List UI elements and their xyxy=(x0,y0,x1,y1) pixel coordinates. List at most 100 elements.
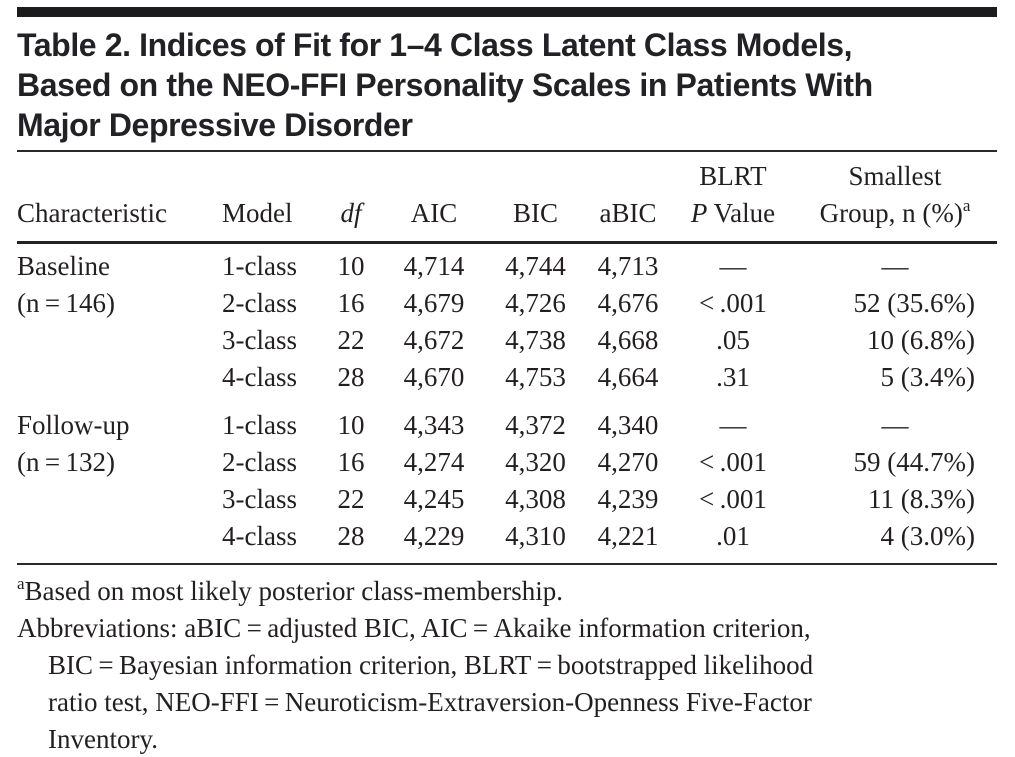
cell-model: 3-class xyxy=(222,325,297,355)
cell-aic: 4,229 xyxy=(403,521,465,551)
cell-bic: 4,726 xyxy=(505,288,566,318)
header-p-value: P Value xyxy=(673,195,793,244)
cell-smallest-group: 5 (3.4%) xyxy=(880,362,975,392)
cell-p-value: .01 xyxy=(716,521,750,551)
footnote-text: Based on most likely posterior class-mem… xyxy=(24,576,563,606)
table-row: (n = 146) 2-class 16 4,679 4,726 4,676 <… xyxy=(17,285,997,322)
header-abic: aBIC xyxy=(583,195,673,244)
cell-smallest-group: — xyxy=(881,410,909,440)
top-rule-bar xyxy=(17,7,997,17)
cell-characteristic xyxy=(17,518,222,564)
header-spacer xyxy=(380,152,488,195)
p-symbol: P xyxy=(690,198,708,228)
cell-abic: 4,668 xyxy=(597,325,659,355)
cell-model: 4-class xyxy=(222,362,297,392)
title-divider-rule xyxy=(17,150,997,152)
cell-bic: 4,310 xyxy=(505,521,566,551)
cell-aic: 4,714 xyxy=(403,251,465,281)
cell-model: 2-class xyxy=(222,288,297,318)
cell-df: 28 xyxy=(337,362,365,392)
footnote-a-marker: a xyxy=(962,196,971,215)
header-spacer xyxy=(17,152,222,195)
cell-characteristic: (n = 132) xyxy=(17,447,116,477)
cell-model: 3-class xyxy=(222,484,297,514)
table-row: 3-class 22 4,245 4,308 4,239 < .001 11 (… xyxy=(17,481,997,518)
table-footnotes: aBased on most likely posterior class-me… xyxy=(17,573,997,757)
cell-p-value: < .001 xyxy=(699,288,767,318)
header-spacer xyxy=(488,152,583,195)
cell-aic: 4,343 xyxy=(403,410,465,440)
cell-bic: 4,372 xyxy=(505,410,566,440)
header-row-top: BLRT Smallest xyxy=(17,152,997,195)
footnote-abbreviations-line: Abbreviations: aBIC = adjusted BIC, AIC … xyxy=(17,613,811,643)
cell-p-value: — xyxy=(719,251,747,281)
cell-model: 1-class xyxy=(222,251,297,281)
fit-indices-table: BLRT Smallest Characteristic Model df AI… xyxy=(17,152,997,565)
footnote-abbreviations-line: BIC = Bayesian information criterion, BL… xyxy=(48,650,814,680)
table-body: Baseline 1-class 10 4,714 4,744 4,713 — … xyxy=(17,243,997,565)
header-bic: BIC xyxy=(488,195,583,244)
cell-characteristic: Baseline xyxy=(17,251,110,281)
table-title-line: Based on the NEO-FFI Personality Scales … xyxy=(17,67,873,103)
table-title: Table 2. Indices of Fit for 1–4 Class La… xyxy=(17,25,997,145)
header-row-bottom: Characteristic Model df AIC BIC aBIC P V… xyxy=(17,195,997,244)
cell-df: 22 xyxy=(337,325,365,355)
header-model: Model xyxy=(222,195,322,244)
table-row: Follow-up 1-class 10 4,343 4,372 4,340 —… xyxy=(17,396,997,444)
cell-smallest-group: — xyxy=(881,251,909,281)
header-smallest-top: Smallest xyxy=(848,161,942,191)
cell-abic: 4,340 xyxy=(597,410,659,440)
cell-df: 22 xyxy=(337,484,365,514)
cell-model: 1-class xyxy=(222,410,297,440)
cell-p-value: .05 xyxy=(716,325,750,355)
cell-aic: 4,274 xyxy=(403,447,465,477)
cell-smallest-group: 4 (3.0%) xyxy=(880,521,975,551)
cell-p-value: < .001 xyxy=(699,447,767,477)
cell-model: 2-class xyxy=(222,447,297,477)
cell-aic: 4,672 xyxy=(403,325,465,355)
cell-bic: 4,320 xyxy=(505,447,566,477)
cell-model: 4-class xyxy=(222,521,297,551)
cell-characteristic: (n = 146) xyxy=(17,288,116,318)
table-row: (n = 132) 2-class 16 4,274 4,320 4,270 <… xyxy=(17,444,997,481)
cell-bic: 4,753 xyxy=(505,362,566,392)
header-spacer xyxy=(322,152,380,195)
value-word: Value xyxy=(707,198,776,228)
cell-smallest-group: 59 (44.7%) xyxy=(853,447,975,477)
cell-characteristic xyxy=(17,322,222,359)
header-aic: AIC xyxy=(380,195,488,244)
cell-characteristic xyxy=(17,359,222,396)
cell-aic: 4,679 xyxy=(403,288,465,318)
cell-df: 16 xyxy=(337,447,365,477)
cell-aic: 4,670 xyxy=(403,362,465,392)
cell-df: 16 xyxy=(337,288,365,318)
cell-characteristic: Follow-up xyxy=(17,410,130,440)
table-row: 4-class 28 4,670 4,753 4,664 .31 5 (3.4%… xyxy=(17,359,997,396)
cell-abic: 4,270 xyxy=(597,447,659,477)
table-row: 3-class 22 4,672 4,738 4,668 .05 10 (6.8… xyxy=(17,322,997,359)
cell-smallest-group: 10 (6.8%) xyxy=(867,325,975,355)
header-characteristic: Characteristic xyxy=(17,195,222,244)
cell-smallest-group: 11 (8.3%) xyxy=(868,484,975,514)
table-title-line: Table 2. Indices of Fit for 1–4 Class La… xyxy=(17,27,853,63)
header-spacer xyxy=(583,152,673,195)
footnote-a-marker: a xyxy=(17,574,25,593)
cell-df: 28 xyxy=(337,521,365,551)
cell-smallest-group: 52 (35.6%) xyxy=(853,288,975,318)
cell-abic: 4,239 xyxy=(597,484,659,514)
cell-bic: 4,744 xyxy=(505,251,566,281)
cell-p-value: .31 xyxy=(716,362,750,392)
cell-df: 10 xyxy=(337,251,365,281)
header-smallest-group: Group, n (%)a xyxy=(793,195,997,244)
header-spacer xyxy=(222,152,322,195)
cell-characteristic xyxy=(17,481,222,518)
footnote-membership: aBased on most likely posterior class-me… xyxy=(17,573,997,610)
cell-bic: 4,738 xyxy=(505,325,566,355)
cell-bic: 4,308 xyxy=(505,484,566,514)
footnote-abbreviations-line: ratio test, NEO-FFI = Neuroticism-Extrav… xyxy=(48,687,812,717)
header-df: df xyxy=(322,195,380,244)
cell-abic: 4,221 xyxy=(597,521,659,551)
cell-abic: 4,676 xyxy=(597,288,659,318)
footnote-abbreviations-line: Inventory. xyxy=(48,724,158,754)
